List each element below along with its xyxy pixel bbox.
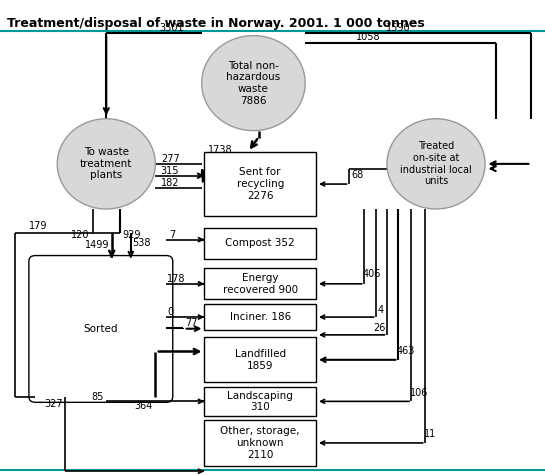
Ellipse shape: [57, 119, 155, 209]
Text: Landscaping
310: Landscaping 310: [227, 390, 293, 412]
Text: 182: 182: [161, 178, 179, 188]
Text: 4: 4: [378, 305, 384, 315]
Text: 327: 327: [44, 399, 63, 409]
Text: 68: 68: [352, 170, 364, 180]
Text: 0: 0: [167, 307, 173, 317]
Bar: [204, 337, 316, 382]
Text: 463: 463: [397, 346, 415, 356]
Text: 120: 120: [71, 230, 90, 240]
Text: 315: 315: [161, 166, 179, 176]
Text: Energy
recovered 900: Energy recovered 900: [223, 273, 298, 294]
Text: 77: 77: [185, 318, 198, 328]
Text: 406: 406: [363, 269, 382, 279]
Text: Compost 352: Compost 352: [226, 238, 295, 248]
Text: 1590: 1590: [385, 22, 410, 33]
Text: 26: 26: [373, 323, 385, 333]
Ellipse shape: [387, 119, 485, 209]
Text: 538: 538: [132, 238, 151, 248]
Text: 7: 7: [169, 230, 175, 240]
Text: Sent for
recycling
2276: Sent for recycling 2276: [237, 168, 284, 200]
Ellipse shape: [202, 36, 305, 131]
Text: Total non-
hazardous
waste
7886: Total non- hazardous waste 7886: [226, 61, 281, 105]
Bar: [204, 304, 316, 330]
Text: 277: 277: [161, 154, 179, 164]
Text: Inciner. 186: Inciner. 186: [229, 312, 291, 322]
Text: Treated
on-site at
industrial local
units: Treated on-site at industrial local unit…: [400, 142, 472, 186]
Text: Other, storage,
unknown
2110: Other, storage, unknown 2110: [221, 427, 300, 459]
Text: 179: 179: [29, 220, 47, 231]
Text: Landfilled
1859: Landfilled 1859: [235, 349, 286, 370]
Text: 364: 364: [134, 401, 153, 411]
Text: 3501: 3501: [159, 22, 184, 33]
Text: 929: 929: [123, 230, 141, 240]
Bar: [204, 268, 316, 299]
Text: 1499: 1499: [84, 239, 109, 250]
Bar: [204, 152, 316, 216]
Text: Sorted: Sorted: [83, 324, 118, 334]
Text: Treatment/disposal of waste in Norway. 2001. 1 000 tonnes: Treatment/disposal of waste in Norway. 2…: [7, 17, 425, 29]
Text: 1058: 1058: [355, 32, 380, 42]
Text: 85: 85: [91, 391, 104, 402]
Text: To waste
treatment
plants: To waste treatment plants: [80, 147, 132, 180]
Text: 1738: 1738: [208, 144, 233, 155]
Text: 106: 106: [410, 388, 429, 398]
Bar: [204, 420, 316, 466]
Bar: [204, 228, 316, 259]
Text: 11: 11: [424, 429, 436, 439]
Text: 178: 178: [167, 274, 186, 284]
FancyBboxPatch shape: [29, 256, 173, 402]
Bar: [204, 387, 316, 416]
